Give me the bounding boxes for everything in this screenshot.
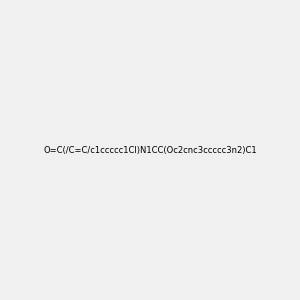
Text: O=C(/C=C/c1ccccc1Cl)N1CC(Oc2cnc3ccccc3n2)C1: O=C(/C=C/c1ccccc1Cl)N1CC(Oc2cnc3ccccc3n2… — [43, 146, 257, 154]
